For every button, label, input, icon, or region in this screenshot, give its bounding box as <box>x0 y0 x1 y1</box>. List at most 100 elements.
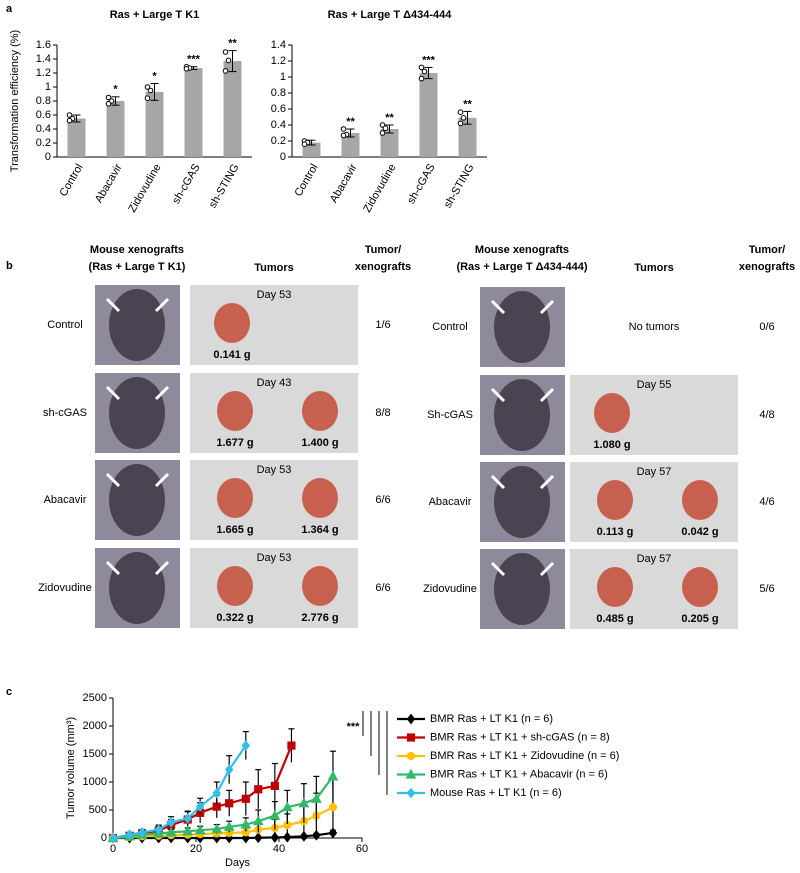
tumor-weight: 1.677 g <box>216 437 253 449</box>
arrow <box>105 297 121 313</box>
row-label: Abacavir <box>429 496 472 508</box>
x-tick-label: 20 <box>190 843 202 855</box>
x-tick-label: sh-cGAS <box>405 162 437 206</box>
arrow <box>154 560 170 576</box>
marker <box>166 816 176 828</box>
replicate-point <box>222 49 229 55</box>
marker <box>223 821 235 831</box>
legend-marker <box>406 713 416 725</box>
legend-marker <box>406 751 416 761</box>
y-tick-label: 0.4 <box>36 123 51 135</box>
x-tick-label: 60 <box>356 843 368 855</box>
arrow <box>105 472 121 488</box>
panel-label: b <box>6 260 13 272</box>
tumor <box>302 566 338 606</box>
ratio: 5/6 <box>759 583 774 595</box>
panel-label: a <box>6 3 13 15</box>
legend-label: BMR Ras + LT K1 (n = 6) <box>430 713 553 725</box>
replicate-point <box>301 141 308 147</box>
day-label: Day 53 <box>257 552 292 564</box>
tumor <box>217 566 253 606</box>
row-label: Zidovudine <box>38 582 92 594</box>
tumor <box>597 567 633 607</box>
tumor-weight: 1.400 g <box>301 437 338 449</box>
replicate-point <box>340 132 347 139</box>
marker <box>254 785 263 794</box>
day-label: Day 57 <box>637 553 672 565</box>
y-tick-label: 0.6 <box>36 109 51 121</box>
x-tick-label: Control <box>292 162 320 199</box>
tumor-weight: 1.364 g <box>301 524 338 536</box>
tumor <box>682 480 718 520</box>
y-tick-label: 0.2 <box>36 137 51 149</box>
marker <box>195 801 205 813</box>
series-line <box>112 775 334 840</box>
marker <box>298 797 310 808</box>
y-tick-label: 1.2 <box>271 55 286 67</box>
y-axis-label: Transformation efficiency (%) <box>9 30 21 172</box>
column-header: xenografts <box>355 261 411 273</box>
day-label: Day 43 <box>257 377 292 389</box>
significance: ** <box>228 38 237 50</box>
significance: ** <box>463 98 472 110</box>
row-label: sh-cGAS <box>43 407 87 419</box>
mouse-body <box>494 291 550 363</box>
marker <box>252 815 264 826</box>
tumor-weight: 0.205 g <box>681 613 718 625</box>
replicate-point <box>222 68 229 74</box>
ratio: 1/6 <box>375 319 390 331</box>
bar <box>341 133 360 157</box>
legend-marker <box>406 787 416 799</box>
marker <box>287 741 296 750</box>
significance: *** <box>422 54 436 66</box>
bar <box>145 91 164 157</box>
y-tick-label: 0.8 <box>36 95 51 107</box>
day-label: Day 53 <box>257 289 292 301</box>
arrow <box>490 474 506 490</box>
marker <box>125 829 134 841</box>
marker <box>165 826 177 837</box>
arrow <box>154 472 170 488</box>
arrow <box>105 385 121 401</box>
x-tick-label: Abacavir <box>328 162 360 205</box>
bar <box>419 73 438 157</box>
tumor-weight: 0.485 g <box>596 613 633 625</box>
significance: ** <box>385 112 394 124</box>
legend-label: BMR Ras + LT K1 + Zidovudine (n = 6) <box>430 750 619 762</box>
significance: *** <box>187 54 201 66</box>
tumor-weight: 0.322 g <box>216 612 253 624</box>
tumor-weight: 1.665 g <box>216 524 253 536</box>
tumor-weight: 0.113 g <box>597 526 634 538</box>
tumor-weight: 0.042 g <box>681 526 718 538</box>
marker <box>281 801 293 812</box>
replicate-point <box>105 94 112 101</box>
arrow <box>539 474 555 490</box>
bar <box>106 101 125 157</box>
legend-label: BMR Ras + LT K1 + sh-cGAS (n = 8) <box>430 731 610 743</box>
marker <box>241 794 250 803</box>
mouse-body <box>494 553 550 625</box>
legend-marker <box>405 768 417 779</box>
arrow <box>539 387 555 403</box>
arrow <box>154 297 170 313</box>
marker <box>270 832 280 843</box>
tumor-weight: 0.141 g <box>213 349 250 361</box>
column-header: (Ras + Large T Δ434-444) <box>456 261 587 273</box>
y-tick-label: 0.8 <box>271 87 286 99</box>
ratio: 6/6 <box>375 582 390 594</box>
replicate-point <box>421 68 428 75</box>
tumor <box>302 391 338 431</box>
legend-marker <box>406 733 416 742</box>
marker <box>108 832 118 844</box>
arrow <box>105 560 121 576</box>
replicate-point <box>66 112 73 118</box>
y-tick-label: 1500 <box>83 748 107 760</box>
tumor-weight: 1.080 g <box>593 439 630 451</box>
y-tick-label: 0 <box>45 151 51 163</box>
replicate-point <box>183 66 190 72</box>
y-tick-label: 1 <box>45 81 51 93</box>
arrow <box>539 299 555 315</box>
bar <box>380 129 399 157</box>
series-line <box>112 744 247 840</box>
